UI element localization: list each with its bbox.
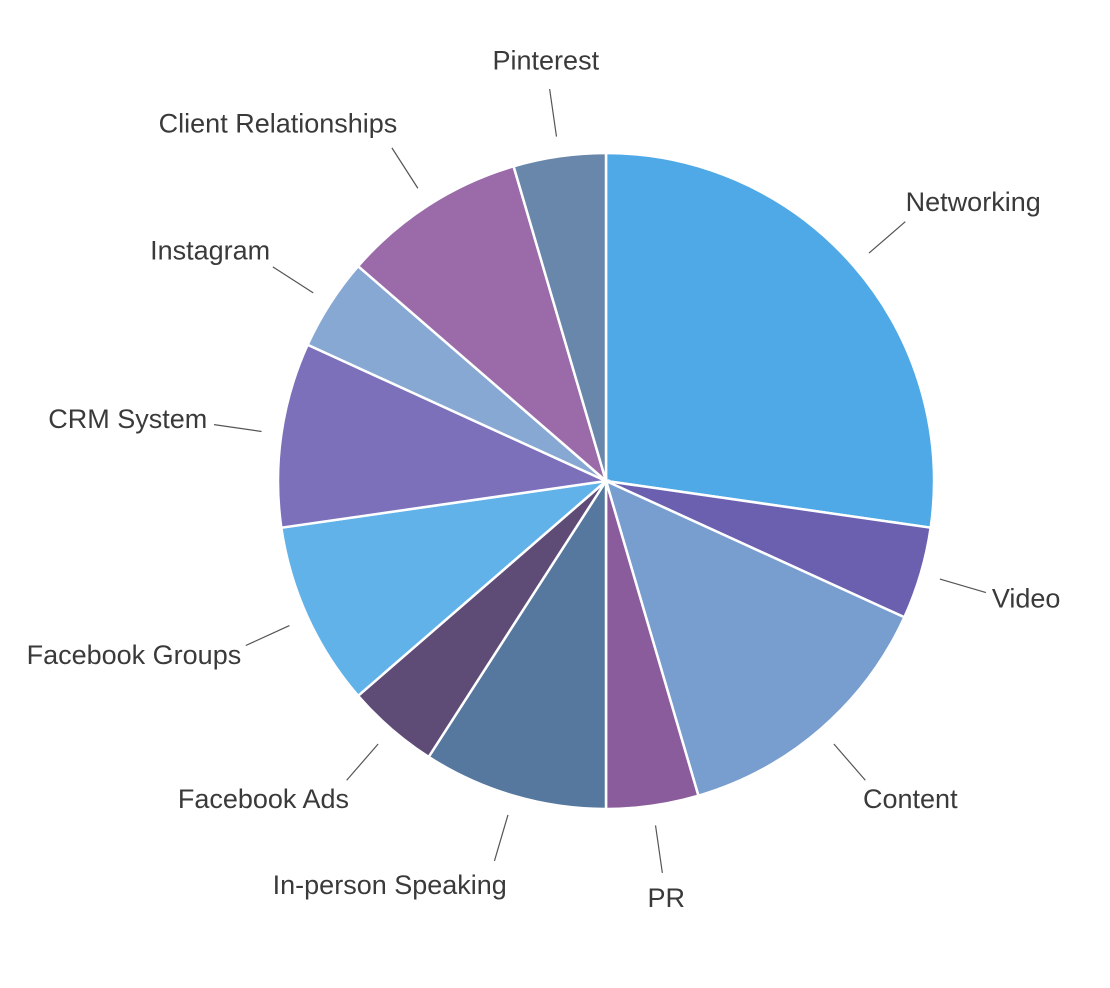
pie-slice — [279, 479, 611, 698]
slice-label: Content — [863, 784, 958, 814]
slice-label: In-person Speaking — [273, 870, 507, 900]
leader-line — [549, 88, 558, 137]
leader-line — [654, 825, 663, 874]
leader-line — [272, 266, 314, 294]
leader-line — [391, 147, 419, 189]
leader-line — [833, 743, 866, 781]
leader-line — [939, 578, 987, 594]
pie-slice — [426, 476, 608, 811]
slice-label: Networking — [906, 187, 1041, 217]
leader-line — [213, 424, 262, 433]
leader-line — [245, 625, 290, 647]
leader-line — [346, 743, 379, 781]
slice-label: CRM System — [48, 404, 207, 434]
leader-line — [868, 221, 906, 254]
pie-slice — [276, 343, 611, 530]
pie-slice — [604, 478, 907, 798]
pie-slice — [356, 164, 609, 485]
slice-label: Instagram — [150, 235, 270, 265]
slice-label: Pinterest — [493, 45, 600, 75]
slice-label: PR — [647, 883, 685, 913]
slice-label: Facebook Ads — [178, 784, 349, 814]
slice-label: Video — [992, 583, 1061, 613]
pie-slice — [604, 151, 936, 530]
pie-slice — [512, 151, 608, 482]
slice-label: Client Relationships — [159, 108, 398, 138]
leader-line — [493, 814, 509, 862]
slice-label: Facebook Groups — [27, 640, 242, 670]
